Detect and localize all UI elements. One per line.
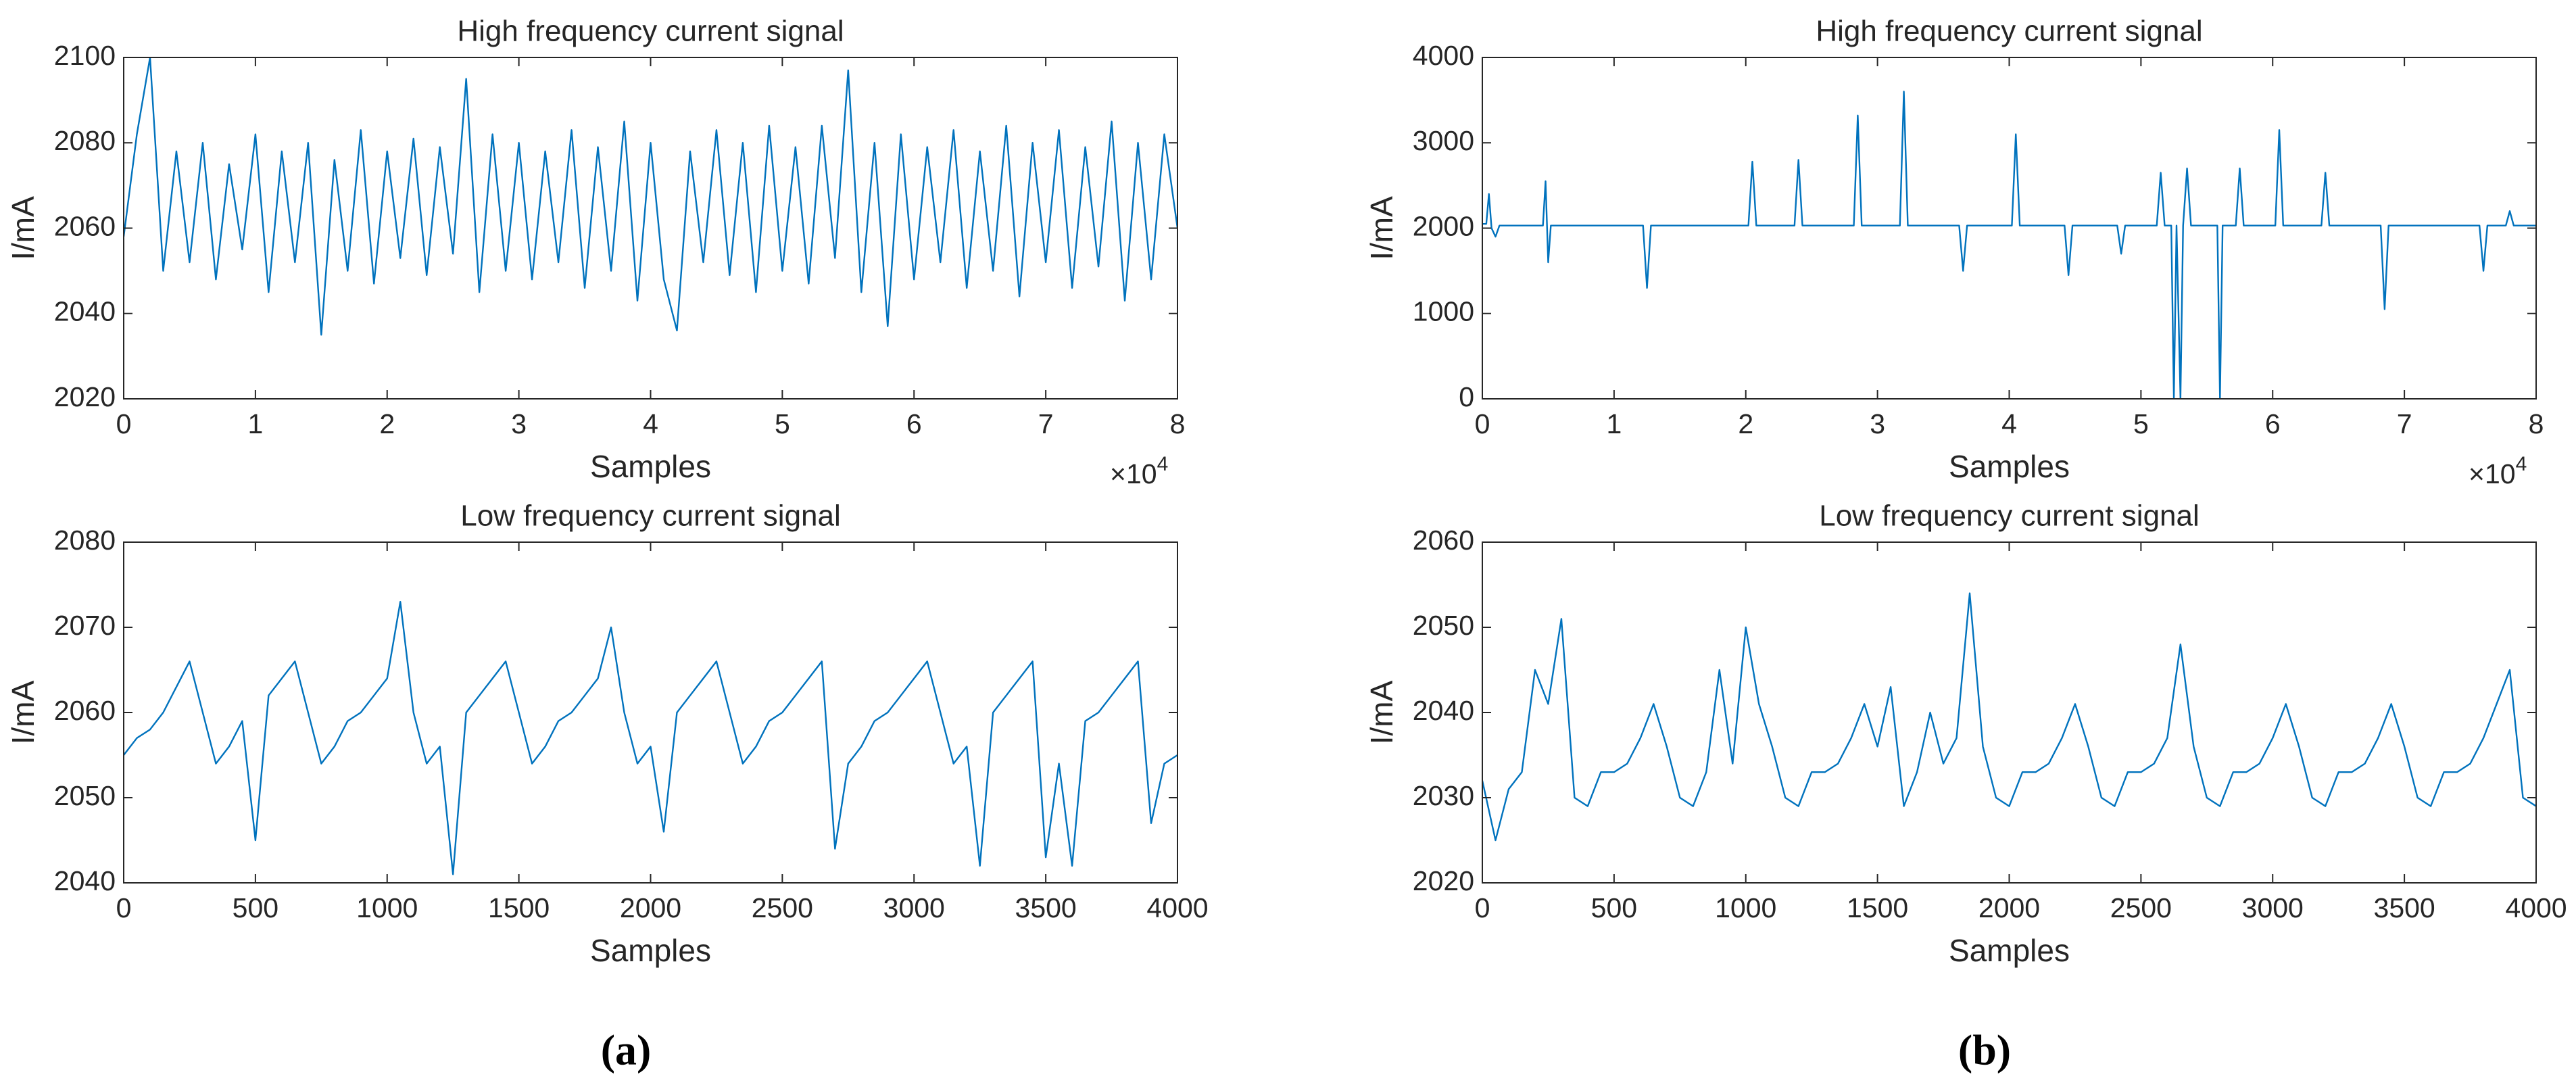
panel-label: (b) (1958, 1026, 2011, 1074)
x-tick-label: 0 (116, 408, 132, 439)
x-tick-label: 5 (2133, 408, 2149, 439)
x-exponent-base: ×10 (2469, 458, 2516, 489)
y-tick-label: 2070 (54, 610, 116, 641)
y-tick-label: 2050 (1413, 610, 1474, 641)
y-tick-label: 2100 (54, 40, 116, 71)
x-tick-label: 3 (1870, 408, 1885, 439)
x-tick-label: 6 (906, 408, 922, 439)
subplot: 0 1 2 3 4 5 6 7 8 0 1000 2000 3000 4000 High frequency… (1364, 15, 2544, 489)
x-exponent-power: 4 (2516, 453, 2527, 475)
x-tick-label: 2 (379, 408, 395, 439)
y-tick-label: 2050 (54, 780, 116, 811)
axes-box (123, 57, 1178, 400)
y-tick-label: 2020 (54, 381, 116, 412)
y-tick-label: 1000 (1413, 296, 1474, 327)
x-tick-label: 2000 (620, 892, 681, 923)
x-tick-label: 1000 (356, 892, 418, 923)
x-tick-label: 4 (643, 408, 658, 439)
y-tick-label: 2000 (1413, 210, 1474, 241)
axes-box (123, 541, 1178, 884)
y-axis-label: I/mA (5, 680, 41, 744)
x-exponent-base: ×10 (1110, 458, 1157, 489)
x-tick-label: 8 (1170, 408, 1186, 439)
x-exponent: ×104 (1110, 453, 1168, 489)
axes-box (1482, 541, 2537, 884)
y-tick-label: 0 (1459, 381, 1474, 412)
x-tick-label: 5 (775, 408, 790, 439)
x-tick-label: 2500 (2110, 892, 2172, 923)
y-tick-label: 2060 (1413, 525, 1474, 556)
x-tick-label: 3000 (883, 892, 945, 923)
x-exponent-power: 4 (1157, 453, 1169, 475)
x-tick-label: 4000 (2505, 892, 2567, 923)
chart-title: High frequency current signal (457, 15, 844, 48)
subplot: 0 1 2 3 4 5 6 7 8 2020 2040 2060 2080 2100 High freque… (5, 15, 1185, 489)
plot-area (1482, 592, 2536, 842)
x-axis-label: Samples (1949, 933, 2070, 968)
x-tick-label: 3000 (2242, 892, 2304, 923)
x-tick-label: 1000 (1715, 892, 1776, 923)
x-axis-label: Samples (590, 933, 711, 968)
x-tick-label: 8 (2529, 408, 2544, 439)
plot-area (124, 601, 1177, 875)
y-tick-label: 4000 (1413, 40, 1474, 71)
x-tick-label: 1500 (488, 892, 550, 923)
chart-title: Low frequency current signal (460, 500, 841, 533)
x-tick-label: 2000 (1978, 892, 2040, 923)
data-line (124, 601, 1177, 875)
x-tick-label: 0 (1475, 408, 1490, 439)
y-tick-label: 2060 (54, 210, 116, 241)
x-tick-label: 2 (1738, 408, 1753, 439)
data-line (1482, 91, 2536, 399)
y-tick-label: 2030 (1413, 780, 1474, 811)
x-tick-label: 1 (247, 408, 263, 439)
data-line (1482, 592, 2536, 842)
y-tick-label: 3000 (1413, 125, 1474, 156)
y-tick-label: 2060 (54, 695, 116, 726)
y-axis-label: I/mA (1364, 680, 1399, 744)
x-tick-label: 4000 (1146, 892, 1208, 923)
x-tick-label: 0 (116, 892, 132, 923)
x-tick-label: 1500 (1847, 892, 1908, 923)
subplot: 0 500 1000 1500 2000 2500 3000 3500 4000 2020 2030… (1364, 500, 2567, 969)
x-tick-label: 500 (1591, 892, 1637, 923)
x-axis-label: Samples (1949, 449, 2070, 484)
x-tick-label: 4 (2001, 408, 2017, 439)
plot-area (1482, 91, 2536, 399)
y-tick-label: 2080 (54, 525, 116, 556)
x-tick-label: 1 (1606, 408, 1622, 439)
y-tick-label: 2040 (54, 865, 116, 896)
panel-label: (a) (601, 1026, 652, 1074)
x-tick-label: 500 (233, 892, 278, 923)
axes-box (1482, 57, 2537, 400)
y-axis-label: I/mA (1364, 196, 1399, 260)
x-exponent: ×104 (2469, 453, 2527, 489)
x-tick-label: 0 (1475, 892, 1490, 923)
y-axis-label: I/mA (5, 196, 41, 260)
data-line (124, 57, 1177, 336)
x-tick-label: 3 (511, 408, 527, 439)
x-tick-label: 6 (2265, 408, 2281, 439)
chart-title: Low frequency current signal (1819, 500, 2200, 533)
y-tick-label: 2040 (54, 296, 116, 327)
chart-title: High frequency current signal (1816, 15, 2202, 48)
subplot: 0 500 1000 1500 2000 2500 3000 3500 4000 2040 2050… (5, 500, 1208, 969)
x-tick-label: 7 (2397, 408, 2412, 439)
y-tick-label: 2040 (1413, 695, 1474, 726)
x-tick-label: 3500 (2374, 892, 2435, 923)
x-tick-label: 7 (1038, 408, 1054, 439)
y-tick-label: 2020 (1413, 865, 1474, 896)
x-axis-label: Samples (590, 449, 711, 484)
x-tick-label: 3500 (1015, 892, 1077, 923)
plot-area (124, 57, 1177, 336)
x-tick-label: 2500 (752, 892, 813, 923)
y-tick-label: 2080 (54, 125, 116, 156)
